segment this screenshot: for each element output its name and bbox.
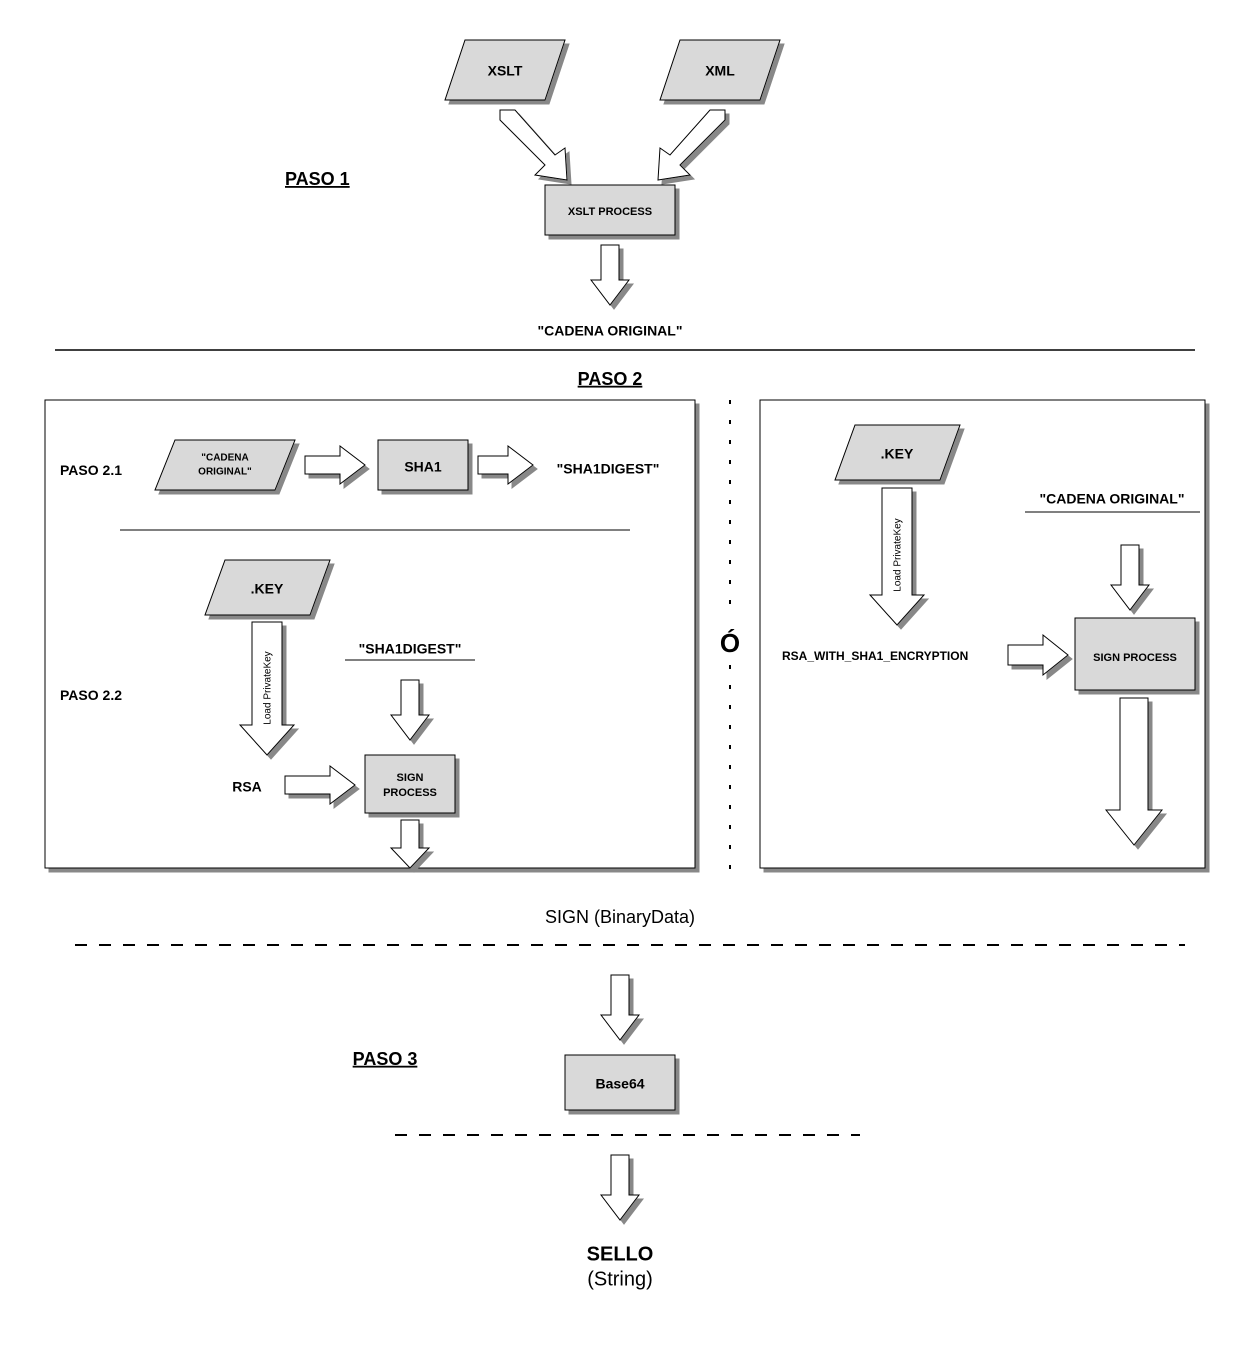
- svg-text:PROCESS: PROCESS: [383, 787, 437, 799]
- paso3-label: PASO 3: [353, 1049, 418, 1069]
- sha1digest-label-1: "SHA1DIGEST": [557, 461, 660, 477]
- svg-text:Base64: Base64: [595, 1076, 644, 1092]
- key-node-22: .KEY: [205, 560, 330, 615]
- svg-text:XSLT: XSLT: [488, 63, 523, 79]
- rsa-label: RSA: [232, 779, 262, 795]
- xml-node: XML: [660, 40, 780, 100]
- base64-node: Base64: [565, 1055, 675, 1110]
- svg-text:.KEY: .KEY: [881, 446, 914, 462]
- key-node-right: .KEY: [835, 425, 960, 480]
- sign-process-node-right: SIGN PROCESS: [1075, 618, 1195, 690]
- load-pk-text: Load PrivateKey: [263, 651, 274, 724]
- load-pk-text-right: Load PrivateKey: [893, 518, 904, 591]
- svg-text:XML: XML: [705, 63, 735, 79]
- paso22-label: PASO 2.2: [60, 687, 122, 703]
- sello-label: SELLO: [587, 1243, 654, 1265]
- arrow-xslt-to-process: [500, 110, 567, 180]
- xslt-process-node: XSLT PROCESS: [545, 185, 675, 235]
- sign-binary-label: SIGN (BinaryData): [545, 907, 695, 927]
- paso21-label: PASO 2.1: [60, 462, 122, 478]
- arrow-to-sello: [601, 1155, 639, 1220]
- svg-text:ORIGINAL": ORIGINAL": [198, 467, 252, 478]
- svg-text:.KEY: .KEY: [251, 581, 284, 597]
- sello-sub-label: (String): [587, 1268, 653, 1290]
- arrow-xml-to-process: [658, 110, 725, 180]
- svg-text:SIGN PROCESS: SIGN PROCESS: [1093, 652, 1177, 664]
- cadena-original-right: "CADENA ORIGINAL": [1040, 491, 1185, 507]
- sha1digest-label-2: "SHA1DIGEST": [359, 641, 462, 657]
- svg-text:SIGN: SIGN: [397, 772, 424, 784]
- paso2-label: PASO 2: [578, 369, 643, 389]
- rsa-sha1-label: RSA_WITH_SHA1_ENCRYPTION: [782, 649, 968, 663]
- sign-process-node-left: SIGN PROCESS: [365, 755, 455, 813]
- arrow-to-base64: [601, 975, 639, 1040]
- sha1-node: SHA1: [378, 440, 468, 490]
- cadena-original-node-21: "CADENA ORIGINAL": [155, 440, 295, 490]
- svg-text:"CADENA: "CADENA: [201, 453, 249, 464]
- xslt-node: XSLT: [445, 40, 565, 100]
- svg-text:SHA1: SHA1: [404, 459, 442, 475]
- or-label: Ó: [720, 628, 740, 658]
- flowchart-diagram: PASO 1 XSLT XML XSLT PROCESS "CADENA ORI…: [0, 0, 1250, 1371]
- svg-text:XSLT PROCESS: XSLT PROCESS: [568, 206, 652, 218]
- paso1-label: PASO 1: [285, 169, 350, 189]
- arrow-process-down: [591, 245, 629, 305]
- cadena-original-output: "CADENA ORIGINAL": [538, 323, 683, 339]
